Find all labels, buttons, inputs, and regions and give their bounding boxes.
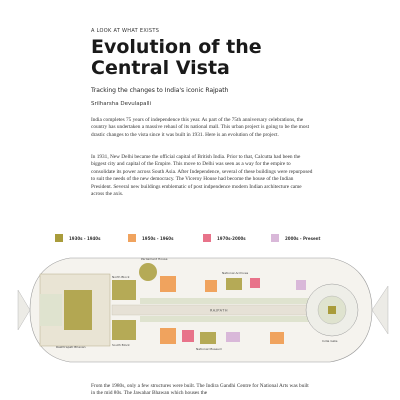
- legend-item-2000s: 2000s - Present: [271, 234, 320, 242]
- label-north-block: North Block: [112, 275, 130, 279]
- vista-east-end: [371, 285, 389, 335]
- label-rajpath: RAJPATH: [210, 309, 228, 313]
- kicker: A LOOK AT WHAT EXISTS: [91, 28, 160, 34]
- legend-swatch-1950s: [128, 234, 136, 242]
- rashtrapati-building: [64, 290, 92, 330]
- legend-swatch-1930s: [55, 234, 63, 242]
- paragraph-history: In 1931, New Delhi became the official c…: [91, 154, 313, 198]
- building-1950s-4: [270, 332, 284, 344]
- building-2000s-1: [226, 332, 240, 342]
- legend-label-1930s: 1930s - 1940s: [69, 235, 101, 241]
- legend-label-2000s: 2000s - Present: [285, 235, 321, 241]
- building-2000s-2: [296, 280, 306, 290]
- south-block: [112, 320, 136, 340]
- label-india-gate: India Gate: [322, 339, 338, 343]
- page-title: Evolution of the Central Vista: [91, 37, 313, 79]
- era-legend: 1930s - 1940s 1950s - 1960s 1970s-2000s …: [0, 234, 400, 244]
- national-museum: [200, 332, 216, 344]
- legend-item-1950s: 1950s - 1960s: [128, 234, 173, 242]
- national-archives: [226, 278, 242, 290]
- building-1970s-1: [182, 330, 194, 342]
- building-1950s-2: [160, 328, 176, 344]
- label-national-museum: National Museum: [196, 347, 222, 351]
- label-national-archives: National Archives: [222, 271, 249, 275]
- building-1950s-3: [205, 280, 217, 292]
- legend-label-1950s: 1950s - 1960s: [142, 235, 174, 241]
- author-byline[interactable]: Srilharsha Devulapalli: [91, 101, 152, 107]
- legend-swatch-1970s: [203, 234, 211, 242]
- label-south-block: South Block: [112, 343, 130, 347]
- legend-label-1970s: 1970s-2000s: [217, 235, 246, 241]
- india-gate-arch: [328, 306, 336, 314]
- paragraph-intro: India completes 75 years of independence…: [91, 117, 310, 138]
- subtitle: Tracking the changes to India's iconic R…: [91, 87, 229, 94]
- legend-item-1970s: 1970s-2000s: [203, 234, 246, 242]
- paragraph-1980s: From the 1980s, only a few structures we…: [91, 383, 309, 397]
- rashtrapati-gardens: [40, 294, 62, 326]
- building-1950s-1: [160, 276, 176, 292]
- legend-item-1930s: 1930s - 1940s: [55, 234, 100, 242]
- legend-swatch-2000s: [271, 234, 279, 242]
- north-block: [112, 280, 136, 300]
- rajpath-lawn-south: [140, 316, 320, 322]
- rajpath-lawn-north: [140, 298, 320, 304]
- vista-west-end: [17, 289, 31, 331]
- title-line-2: Central Vista: [91, 57, 230, 79]
- building-1970s-2: [250, 278, 260, 288]
- parliament-house: [139, 263, 157, 281]
- label-rashtrapati: Rashtrapati Bhavan: [56, 345, 86, 349]
- title-line-1: Evolution of the: [91, 36, 262, 58]
- label-parliament: Parliament House: [141, 257, 168, 261]
- central-vista-map: Rashtrapati Bhavan North Block South Blo…: [17, 257, 389, 363]
